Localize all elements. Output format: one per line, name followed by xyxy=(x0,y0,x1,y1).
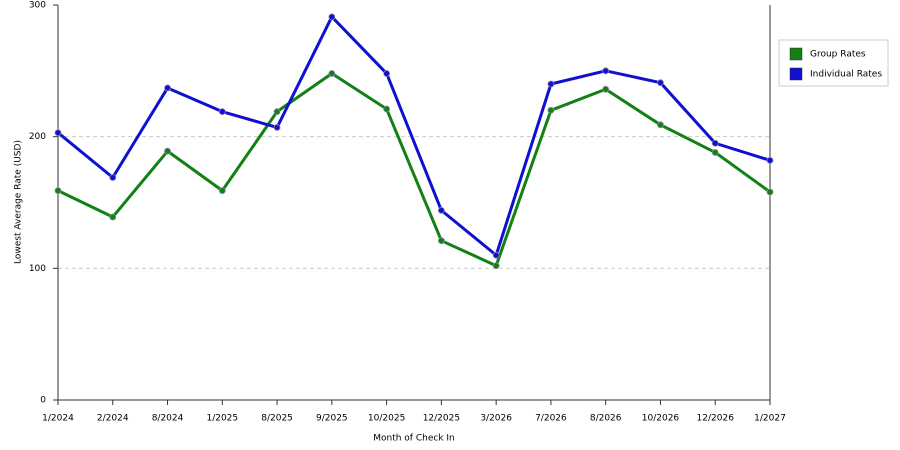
data-point xyxy=(547,106,555,114)
data-point xyxy=(492,262,500,270)
x-tick-label: 2/2024 xyxy=(97,414,129,424)
y-tick-label: 300 xyxy=(29,1,46,11)
x-axis-label: Month of Check In xyxy=(373,434,455,444)
y-tick-label: 0 xyxy=(40,396,46,406)
x-tick-label: 12/2026 xyxy=(697,414,735,424)
data-point xyxy=(602,67,610,75)
data-point xyxy=(109,213,117,221)
legend-label: Group Rates xyxy=(810,50,866,60)
x-tick-label: 7/2026 xyxy=(535,414,567,424)
data-point xyxy=(437,206,445,214)
legend-label: Individual Rates xyxy=(810,70,882,80)
data-point xyxy=(273,108,281,116)
legend-swatch xyxy=(789,67,803,81)
data-point xyxy=(328,70,336,77)
data-point xyxy=(657,79,664,87)
data-point xyxy=(766,188,774,196)
data-point xyxy=(164,84,171,92)
x-tick-label: 8/2026 xyxy=(590,414,622,424)
x-tick-label: 1/2025 xyxy=(206,414,238,424)
series-line xyxy=(57,71,771,268)
x-tick-label: 12/2025 xyxy=(423,414,460,424)
data-point xyxy=(492,251,500,259)
data-point xyxy=(437,237,445,245)
data-point xyxy=(273,124,281,131)
x-tick-label: 1/2024 xyxy=(42,414,74,424)
data-point xyxy=(383,105,391,113)
data-point xyxy=(109,174,117,181)
data-point xyxy=(711,149,719,156)
data-point xyxy=(547,80,555,88)
series-line xyxy=(57,15,771,257)
data-point xyxy=(766,156,774,164)
x-tick-label: 10/2025 xyxy=(368,414,405,424)
x-tick-label: 1/2027 xyxy=(754,414,786,424)
data-point xyxy=(328,13,336,21)
data-point xyxy=(218,108,226,116)
x-tick-label: 8/2025 xyxy=(261,414,293,424)
data-point xyxy=(54,129,62,137)
legend-swatch xyxy=(789,47,803,61)
x-tick-label: 9/2025 xyxy=(316,414,348,424)
data-point xyxy=(54,187,62,195)
data-point xyxy=(164,147,171,155)
x-tick-label: 8/2024 xyxy=(152,414,184,424)
x-tick-label: 10/2026 xyxy=(642,414,680,424)
data-point xyxy=(602,85,610,93)
data-point xyxy=(711,139,719,147)
data-point xyxy=(218,187,226,195)
data-point xyxy=(657,121,664,129)
y-tick-label: 200 xyxy=(29,132,46,142)
data-point xyxy=(383,70,391,77)
x-tick-label: 3/2026 xyxy=(480,414,512,424)
y-tick-label: 100 xyxy=(29,264,46,274)
y-axis-label: Lowest Average Rate (USD) xyxy=(14,140,24,264)
